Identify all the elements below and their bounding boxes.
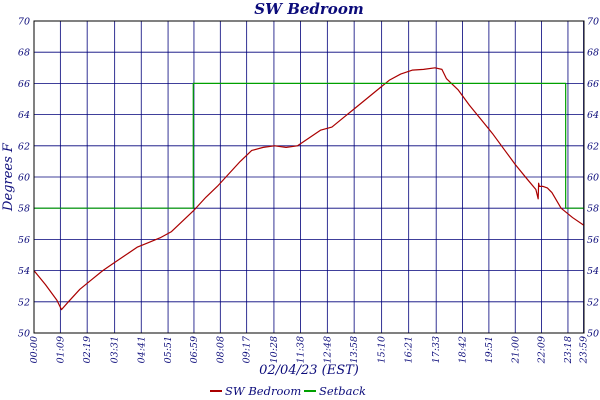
grid — [33, 20, 584, 334]
y-tick-label-right: 58 — [587, 204, 599, 215]
x-tick-label: 05:51 — [163, 336, 174, 363]
y-tick-label-left: 50 — [18, 329, 30, 340]
x-axis-label: 02/04/23 (EST) — [259, 363, 359, 378]
y-tick-label-left: 52 — [18, 297, 30, 308]
y-tick-label-right: 70 — [587, 17, 599, 28]
y-tick-label-right: 56 — [587, 235, 599, 246]
x-tick-label: 03:31 — [110, 336, 121, 363]
chart-title: SW Bedroom — [254, 0, 363, 18]
y-axis-right: 50 52 54 56 58 60 62 64 66 68 70 — [587, 17, 599, 340]
x-tick-label: 21:00 — [510, 336, 521, 364]
y-tick-label-left: 56 — [18, 235, 30, 246]
x-tick-label: 00:00 — [29, 336, 40, 363]
x-tick-label: 01:09 — [55, 336, 66, 363]
x-tick-label: 02:19 — [82, 336, 93, 363]
legend-label-sw-bedroom: SW Bedroom — [225, 384, 301, 398]
legend-label-setback: Setback — [319, 384, 366, 398]
x-tick-label: 23:59 — [579, 336, 590, 364]
x-tick-label: 10:28 — [269, 336, 280, 363]
y-tick-label-right: 52 — [587, 297, 599, 308]
x-tick-label: 22:09 — [537, 336, 548, 364]
y-tick-label-right: 50 — [587, 329, 599, 340]
x-tick-label: 17:33 — [431, 336, 442, 363]
x-tick-label: 06:59 — [189, 336, 200, 363]
y-tick-label-left: 58 — [18, 204, 30, 215]
legend: SW Bedroom Setback — [210, 384, 366, 398]
x-tick-label: 18:42 — [458, 336, 469, 363]
y-tick-label-right: 64 — [587, 110, 599, 121]
series-line-sw-bedroom — [33, 67, 585, 311]
y-tick-label-left: 60 — [18, 173, 30, 184]
x-tick-label: 15:10 — [377, 336, 388, 363]
plot-frame — [33, 20, 585, 334]
series-line-setback — [34, 82, 584, 209]
y-tick-label-right: 66 — [587, 79, 599, 90]
x-axis: 00:00 01:09 02:19 03:31 04:41 05:51 06:59 08:08… — [29, 335, 590, 364]
x-tick-label: 11:38 — [296, 336, 307, 363]
y-tick-label-right: 68 — [587, 48, 599, 59]
y-tick-label-left: 68 — [18, 48, 30, 59]
x-tick-label: 16:21 — [404, 336, 415, 363]
x-tick-label: 23:18 — [563, 336, 574, 364]
y-tick-label-left: 66 — [18, 79, 30, 90]
plot-lines — [33, 67, 585, 311]
y-tick-label-left: 64 — [18, 110, 30, 121]
y-tick-label-right: 60 — [587, 173, 599, 184]
y-tick-label-left: 54 — [18, 266, 30, 277]
x-tick-label: 04:41 — [136, 336, 147, 363]
x-tick-label: 08:08 — [215, 336, 226, 363]
x-tick-label: 12:48 — [322, 336, 333, 363]
x-tick-label: 09:17 — [242, 335, 253, 363]
y-tick-label-left: 62 — [18, 141, 30, 152]
y-axis-label: Degrees F — [1, 142, 16, 212]
x-tick-label: 19:51 — [484, 336, 495, 363]
x-tick-label: 13:58 — [349, 336, 360, 363]
y-tick-label-left: 70 — [18, 17, 30, 28]
y-axis-left: 50 52 54 56 58 60 62 64 66 68 70 — [18, 17, 30, 340]
y-tick-label-right: 62 — [587, 141, 599, 152]
y-tick-label-right: 54 — [587, 266, 599, 277]
